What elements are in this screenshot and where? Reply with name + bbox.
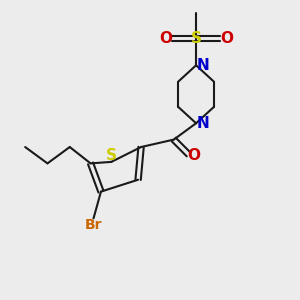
Text: O: O: [159, 31, 172, 46]
Text: S: S: [106, 148, 117, 164]
Text: N: N: [196, 116, 209, 131]
Text: Br: Br: [85, 218, 102, 232]
Text: O: O: [220, 31, 233, 46]
Text: S: S: [190, 31, 202, 46]
Text: O: O: [188, 148, 200, 164]
Text: N: N: [196, 58, 209, 73]
